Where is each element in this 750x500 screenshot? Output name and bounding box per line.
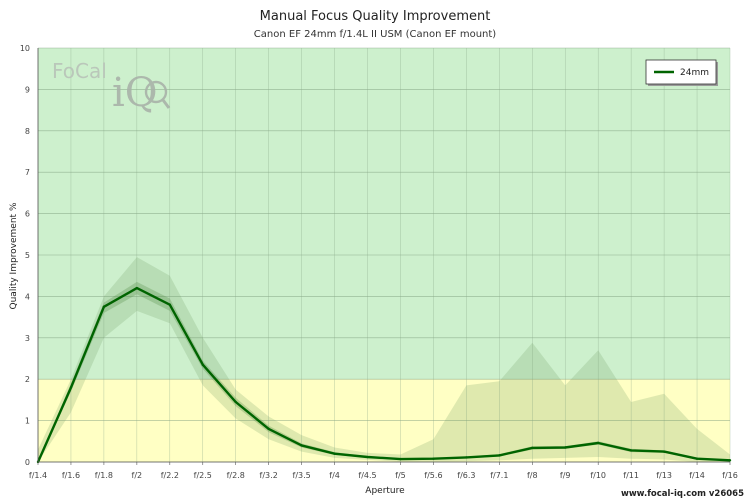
data-point xyxy=(201,363,204,366)
y-tick-label: 5 xyxy=(25,251,30,260)
x-tick-label: f/5 xyxy=(395,471,406,480)
y-tick-label: 7 xyxy=(25,168,30,177)
x-tick-label: f/16 xyxy=(722,471,738,480)
x-tick-label: f/13 xyxy=(656,471,672,480)
range-bands xyxy=(38,257,730,462)
x-tick-label: f/6.3 xyxy=(457,471,475,480)
y-tick-label: 9 xyxy=(25,85,30,94)
data-point xyxy=(168,303,172,306)
x-tick-label: f/2 xyxy=(132,471,143,480)
x-tick-label: f/4.5 xyxy=(358,471,376,480)
y-tick-label: 1 xyxy=(25,417,30,426)
data-point xyxy=(564,446,567,449)
x-tick-label: f/1.8 xyxy=(95,471,113,480)
logo-handle-icon xyxy=(161,99,171,109)
x-tick-label: f/10 xyxy=(590,471,606,480)
data-point xyxy=(399,457,402,461)
x-tick-label: f/7.1 xyxy=(490,471,508,480)
data-point xyxy=(333,452,336,455)
x-tick-label: f/1.4 xyxy=(29,471,47,480)
data-point xyxy=(695,457,699,460)
y-axis-label: Quality Improvement % xyxy=(9,202,19,309)
data-point xyxy=(234,400,237,404)
data-point xyxy=(531,446,534,450)
y-tick-label: 8 xyxy=(25,127,30,136)
x-tick-label: f/2.8 xyxy=(227,471,245,480)
data-point xyxy=(135,286,139,290)
y-tick-label: 10 xyxy=(20,44,30,53)
x-axis-label: Aperture xyxy=(365,486,405,496)
y-tick-label: 2 xyxy=(25,375,30,384)
focal-iq-logo: FoCal iQ xyxy=(52,59,171,116)
data-point xyxy=(465,456,468,459)
chart-title: Manual Focus Quality Improvement xyxy=(260,9,491,24)
series-line-24mm xyxy=(36,286,731,463)
y-tick-label: 6 xyxy=(25,210,30,219)
legend: 24mm xyxy=(645,59,718,86)
data-point xyxy=(728,459,732,462)
y-tick-labels: 0 1 2 3 4 5 6 7 8 9 10 xyxy=(20,44,30,467)
footer-url: www.focal-iq.com v26065 xyxy=(621,489,744,499)
data-point xyxy=(300,444,303,447)
data-point xyxy=(629,449,633,452)
data-point xyxy=(102,305,106,308)
x-tick-label: f/4 xyxy=(329,471,340,480)
x-tick-label: f/14 xyxy=(689,471,705,480)
y-tick-label: 3 xyxy=(25,334,30,343)
data-point xyxy=(69,386,73,389)
x-tick-label: f/3.2 xyxy=(260,471,278,480)
logo-lens-icon xyxy=(144,80,168,104)
data-point xyxy=(596,441,600,445)
data-point xyxy=(432,457,435,460)
data-point xyxy=(498,454,501,457)
x-tick-label: f/1.6 xyxy=(62,471,80,480)
data-point xyxy=(267,427,270,431)
x-tick-labels: f/1.4 f/1.6 f/1.8 f/2 f/2.2 f/2.5 f/2.8 f/3.2 f/… xyxy=(29,462,738,480)
series-lines xyxy=(36,286,732,464)
logo-word: FoCal xyxy=(52,59,107,83)
x-tick-label: f/2.5 xyxy=(194,471,212,480)
legend-label: 24mm xyxy=(680,68,709,78)
x-tick-label: f/5.6 xyxy=(424,471,442,480)
data-point xyxy=(366,455,369,459)
chart-subtitle: Canon EF 24mm f/1.4L II USM (Canon EF mo… xyxy=(254,29,497,40)
y-tick-label: 4 xyxy=(25,292,30,301)
data-point xyxy=(662,450,666,453)
axes xyxy=(37,48,730,463)
band-outer-range xyxy=(38,257,730,462)
x-tick-label: f/9 xyxy=(560,471,571,480)
x-tick-label: f/2.2 xyxy=(161,471,179,480)
y-tick-label: 0 xyxy=(25,458,30,467)
x-tick-label: f/8 xyxy=(527,471,538,480)
logo-mark: iQ xyxy=(112,70,158,116)
x-tick-label: f/3.5 xyxy=(293,471,311,480)
x-tick-label: f/11 xyxy=(623,471,639,480)
